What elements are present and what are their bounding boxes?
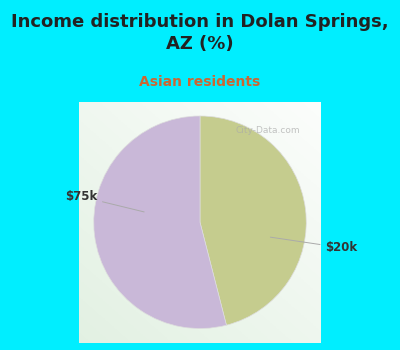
Text: $75k: $75k: [65, 190, 144, 212]
Text: City-Data.com: City-Data.com: [235, 126, 300, 135]
Wedge shape: [200, 116, 306, 325]
Text: Asian residents: Asian residents: [139, 75, 261, 89]
Text: Income distribution in Dolan Springs,
AZ (%): Income distribution in Dolan Springs, AZ…: [11, 13, 389, 53]
Text: $20k: $20k: [270, 237, 358, 254]
Wedge shape: [94, 116, 226, 329]
